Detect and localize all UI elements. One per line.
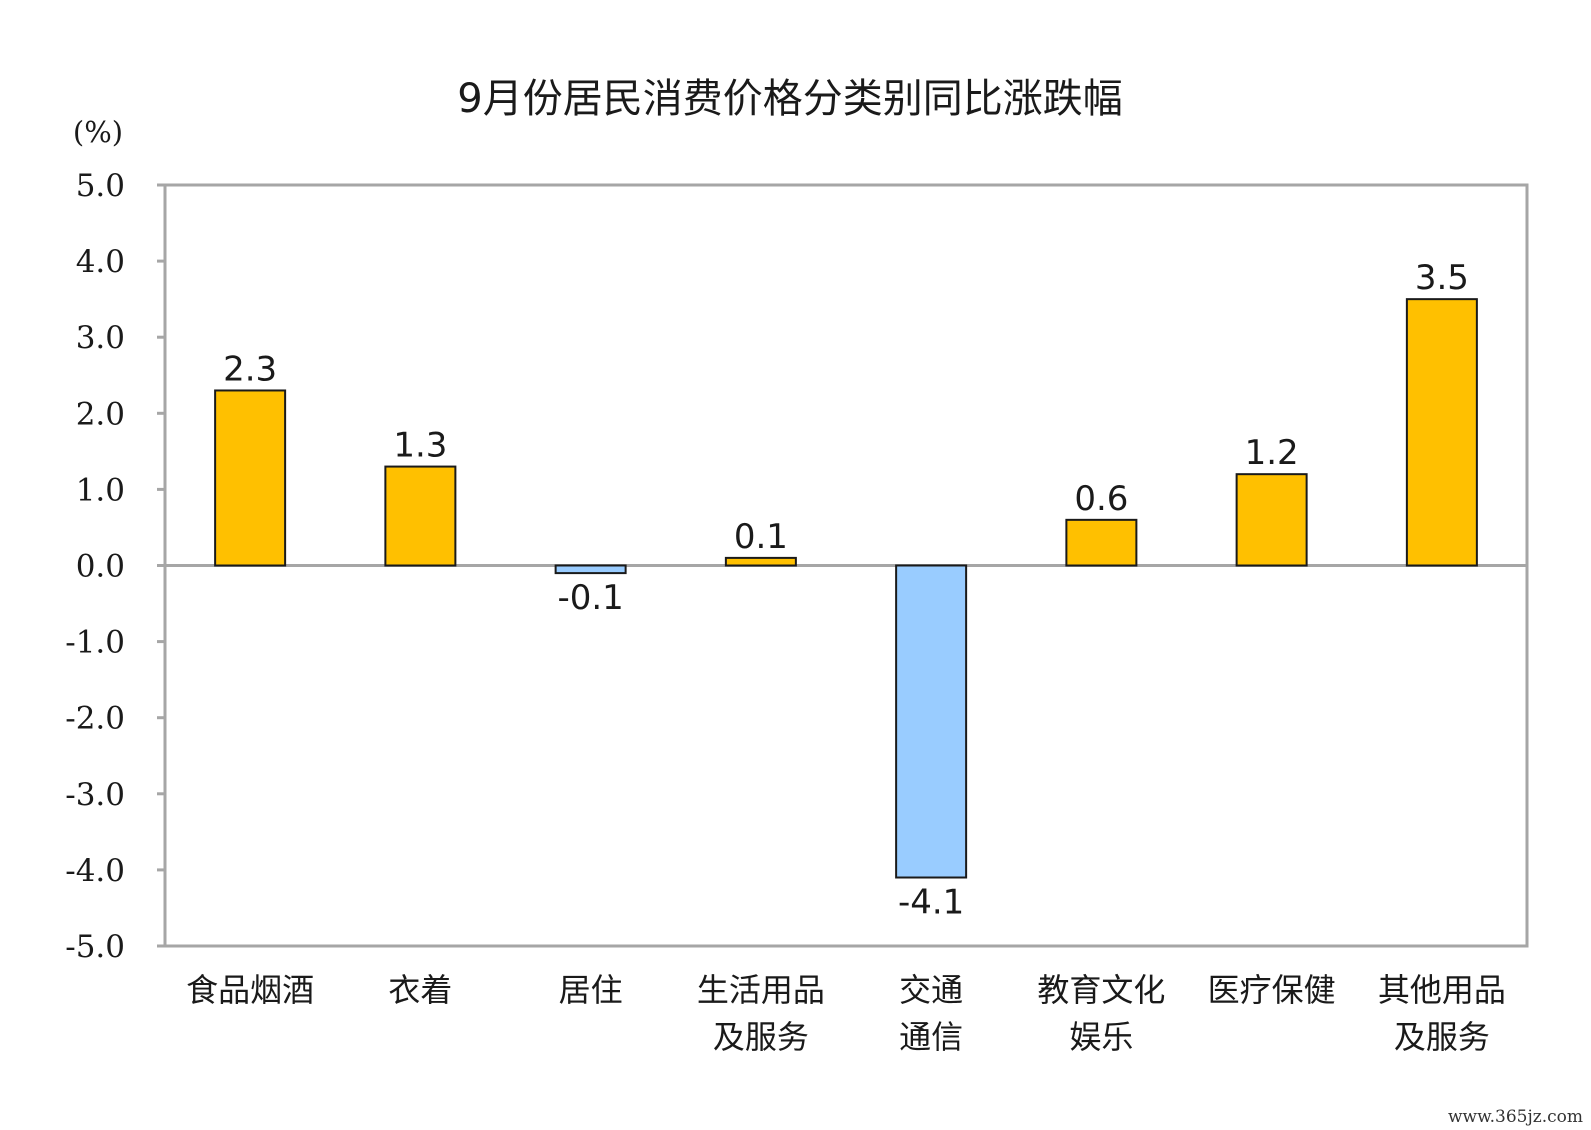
bar-value-label: 0.1 — [734, 517, 788, 557]
y-axis-unit-label: (%) — [73, 115, 123, 149]
y-tick-label: -2.0 — [65, 701, 125, 737]
bar-value-label: -4.1 — [898, 883, 964, 923]
x-category-label: 通信 — [899, 1018, 963, 1056]
data-labels: 2.3 1.3 -0.1 0.1 -4.1 0.6 1.2 3.5 — [223, 258, 1469, 922]
bar-value-label: 0.6 — [1074, 479, 1128, 519]
x-category-label: 及服务 — [713, 1018, 809, 1056]
x-category-label: 衣着 — [388, 971, 452, 1009]
y-tick-label: -1.0 — [65, 625, 125, 661]
chart-title: 9月份居民消费价格分类别同比涨跌幅 — [457, 76, 1122, 122]
bar-value-label: 2.3 — [223, 349, 277, 389]
y-tick-label: -3.0 — [65, 777, 125, 813]
y-tick-label: 2.0 — [76, 396, 125, 432]
bar-value-label: 3.5 — [1415, 258, 1469, 298]
y-tick-label: 1.0 — [76, 472, 125, 508]
x-category-label: 其他用品 — [1378, 971, 1506, 1009]
bars — [214, 298, 1478, 879]
y-tick-label: 3.0 — [76, 320, 125, 356]
y-tick-label: 5.0 — [76, 168, 125, 204]
bar — [1405, 298, 1478, 567]
bar — [724, 556, 797, 567]
x-category-label: 食品烟酒 — [186, 971, 314, 1009]
x-category-label: 教育文化 — [1037, 971, 1165, 1009]
bar — [895, 564, 968, 879]
bar — [554, 564, 627, 575]
bar-value-label: -0.1 — [557, 578, 623, 618]
y-tick-label: -5.0 — [65, 929, 125, 965]
plot-area — [163, 183, 1529, 948]
y-tick-label: 0.0 — [76, 549, 125, 585]
bar-value-label: 1.2 — [1245, 433, 1299, 473]
x-category-label: 交通 — [899, 971, 963, 1009]
bar — [1235, 473, 1308, 567]
y-tick-label: 4.0 — [76, 244, 125, 280]
x-category-label: 医疗保健 — [1208, 971, 1336, 1009]
bar — [214, 389, 287, 567]
watermark-text: www.365jz.com — [1448, 1107, 1583, 1127]
bar — [1065, 518, 1138, 567]
x-category-label: 生活用品 — [697, 971, 825, 1009]
bar — [384, 465, 457, 567]
y-tick-label: -4.0 — [65, 853, 125, 889]
bar-value-label: 1.3 — [393, 426, 447, 466]
y-axis-ticks: 5.0 4.0 3.0 2.0 1.0 0.0 -1.0 -2.0 -3.0 -4.0 -5.0 — [65, 168, 165, 965]
x-category-label: 居住 — [559, 971, 623, 1009]
x-category-label: 娱乐 — [1069, 1018, 1133, 1056]
x-category-label: 及服务 — [1394, 1018, 1490, 1056]
